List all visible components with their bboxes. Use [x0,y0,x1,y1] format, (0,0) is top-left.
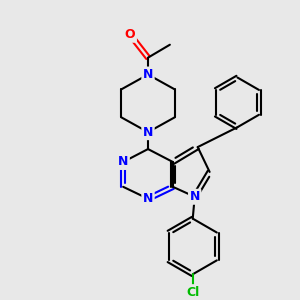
Text: N: N [118,155,128,169]
Text: N: N [143,68,153,81]
Text: O: O [125,28,135,41]
Text: N: N [190,190,200,203]
Text: N: N [143,192,153,205]
Text: Cl: Cl [186,286,200,299]
Text: N: N [143,126,153,139]
